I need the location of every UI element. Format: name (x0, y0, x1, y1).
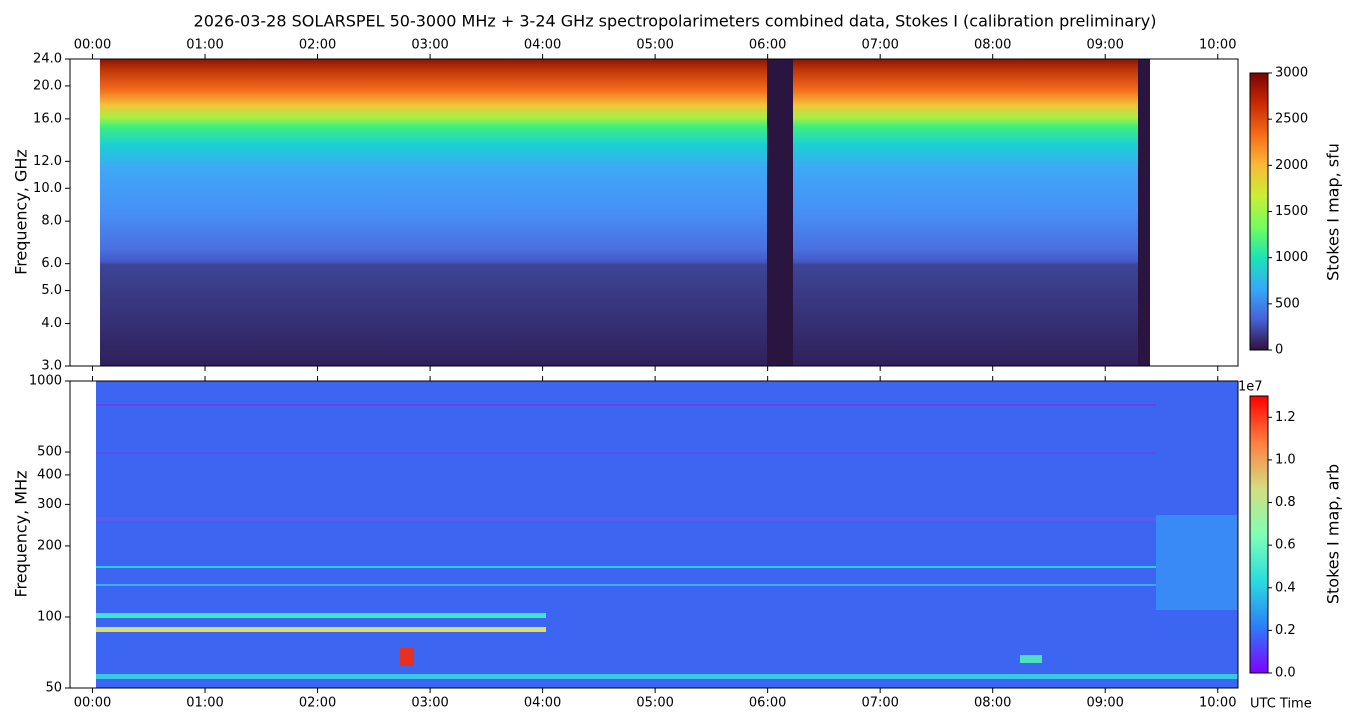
burst (400, 648, 414, 666)
plot-layer (70, 59, 1238, 688)
colorbar-tick-label: 1.0 (1275, 452, 1296, 467)
colorbar-tick-label: 1500 (1275, 204, 1308, 219)
x-tick-label: 05:00 (636, 696, 673, 711)
y-tick-label: 100 (37, 609, 62, 624)
x-tick-label: 03:00 (411, 38, 448, 53)
y-tick-label: 200 (37, 538, 62, 553)
y-tick-label: 50 (45, 681, 62, 696)
rfi-line (96, 566, 1238, 568)
axes-frame (69, 380, 1239, 689)
y-tick-label: 3.0 (41, 359, 62, 374)
colorbar-tick-label: 0.4 (1275, 580, 1296, 595)
data-gap (767, 59, 793, 366)
rfi-line (96, 517, 1156, 521)
x-tick-label: 09:00 (1086, 696, 1123, 711)
y-tick-label: 1000 (29, 374, 62, 389)
spectrogram-image (100, 59, 1150, 366)
x-tick-label: 10:00 (1199, 696, 1236, 711)
y-tick-label: 300 (37, 497, 62, 512)
colorbar-tick-label: 1.2 (1275, 410, 1296, 425)
rfi-line (96, 404, 1156, 406)
colorbar-label: Stokes I map, sfu (1324, 143, 1343, 281)
band-region (1156, 515, 1238, 610)
y-tick-label: 24.0 (33, 52, 62, 67)
x-tick-label: 01:00 (186, 38, 223, 53)
colorbar-tick-label: 0.8 (1275, 495, 1296, 510)
colorbar-tick-label: 0.0 (1275, 666, 1296, 681)
axes-frame (69, 58, 1239, 367)
data-gap (1138, 59, 1150, 366)
colorbar-tick-label: 0 (1275, 343, 1283, 358)
x-tick-label: 08:00 (974, 696, 1011, 711)
y-axis-label: Frequency, MHz (12, 470, 31, 597)
y-tick-label: 10.0 (33, 181, 62, 196)
y-tick-label: 8.0 (41, 214, 62, 229)
x-tick-label: 00:00 (74, 696, 111, 711)
colorbar-tick-label: 1000 (1275, 250, 1308, 265)
x-tick-label: 02:00 (299, 38, 336, 53)
y-tick-label: 4.0 (41, 316, 62, 331)
x-tick-label: 06:00 (749, 38, 786, 53)
y-tick-label: 6.0 (41, 256, 62, 271)
colorbar-offset: 1e7 (1238, 380, 1263, 395)
burst (1020, 655, 1042, 663)
x-tick-label: 10:00 (1199, 38, 1236, 53)
colorbar-tick-label: 2500 (1275, 112, 1308, 127)
x-tick-label: 07:00 (861, 38, 898, 53)
x-tick-label: 03:00 (411, 696, 448, 711)
colorbar-tick-label: 500 (1275, 296, 1300, 311)
y-tick-label: 500 (37, 445, 62, 460)
y-tick-label: 400 (37, 467, 62, 482)
y-axis-label: Frequency, GHz (12, 149, 31, 275)
y-tick-label: 12.0 (33, 154, 62, 169)
x-tick-label: 00:00 (74, 38, 111, 53)
x-tick-label: 07:00 (861, 696, 898, 711)
rfi-line (96, 584, 1238, 586)
y-tick-label: 16.0 (33, 111, 62, 126)
x-tick-label: 04:00 (524, 38, 561, 53)
rfi-line (96, 452, 1156, 454)
colorbar-tick-label: 0.6 (1275, 538, 1296, 553)
spectrogram-image (96, 381, 1238, 688)
rfi-line (96, 627, 546, 632)
colorbar-tick-label: 3000 (1275, 66, 1308, 81)
rfi-line (96, 674, 1238, 679)
x-tick-label: 05:00 (636, 38, 673, 53)
chart-title: 2026-03-28 SOLARSPEL 50-3000 MHz + 3-24 … (194, 12, 1157, 31)
x-tick-label: 09:00 (1086, 38, 1123, 53)
colorbar (1249, 72, 1269, 351)
y-tick-label: 5.0 (41, 283, 62, 298)
colorbar (1249, 395, 1269, 674)
colorbar-tick-label: 2000 (1275, 158, 1308, 173)
colorbar-label: Stokes I map, arb (1324, 464, 1343, 604)
colorbar-tick-label: 0.2 (1275, 623, 1296, 638)
rfi-line (96, 613, 546, 618)
x-tick-label: 04:00 (524, 696, 561, 711)
x-tick-label: 01:00 (186, 696, 223, 711)
x-tick-label: 02:00 (299, 696, 336, 711)
y-tick-label: 20.0 (33, 78, 62, 93)
x-axis-label: UTC Time (1250, 697, 1312, 712)
x-tick-label: 06:00 (749, 696, 786, 711)
x-tick-label: 08:00 (974, 38, 1011, 53)
